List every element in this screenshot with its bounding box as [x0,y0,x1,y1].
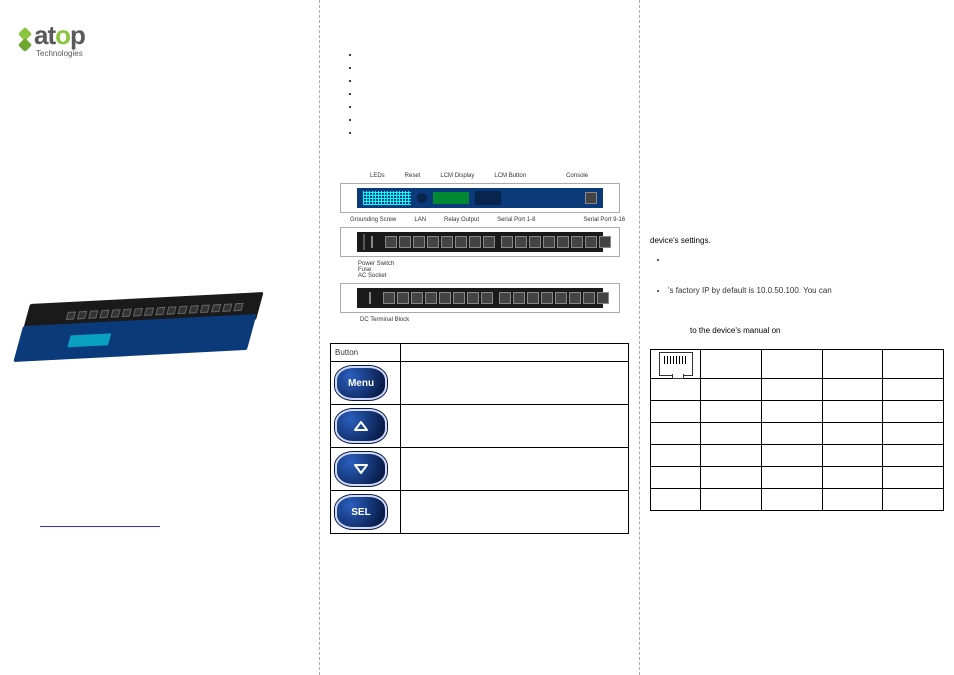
table-header-row [651,350,944,379]
rear-panel-dc-diagram [340,283,620,313]
link-underline[interactable] [40,526,160,527]
down-desc [401,448,629,491]
menu-desc [401,362,629,405]
panel-diagrams: LEDs Reset LCM Display LCM Button Consol… [330,173,629,323]
manual-ref-text: to the device's manual on [690,325,944,337]
table-row [651,489,944,511]
pin-col-3 [761,350,822,379]
bullet-item [360,63,629,72]
menu-label: Menu [348,378,374,389]
settings-text: device's settings. [650,235,944,247]
bullet-item [360,128,629,137]
logo-o: o [55,20,70,50]
up-desc [401,405,629,448]
up-button-icon [335,409,387,443]
rear-panel-labels: Grounding Screw LAN Relay Output Serial … [350,217,629,223]
button-cluster-icon [475,191,501,205]
label-dc-terminal: DC Terminal Block [360,317,409,323]
dc-label-row: DC Terminal Block [360,317,629,323]
logo-subtitle: Technologies [36,49,85,58]
reset-button-icon [417,193,427,203]
bullet-item [360,50,629,59]
table-row [651,445,944,467]
ac-socket-icon [363,234,365,250]
product-photo [20,298,299,356]
label-lcm-display: LCM Display [440,173,474,179]
table-row: Menu [331,362,629,405]
left-column: atop Technologies [0,0,320,675]
bullet-item [360,89,629,98]
label-ac-socket: AC Socket [358,273,394,279]
right-column: device's settings. 's factory IP by defa… [640,0,954,675]
table-row [331,405,629,448]
lan-port-icon [369,292,371,304]
down-button-icon [335,452,387,486]
label-leds: LEDs [370,173,385,179]
logo-post: p [70,20,85,50]
lan-port-icon [371,236,373,248]
pin-col-4 [822,350,883,379]
factory-ip-text: 's factory IP by default is 10.0.50.100.… [668,286,832,295]
front-panel-diagram [340,183,620,213]
menu-button-icon: Menu [335,366,387,400]
lcm-button-table: Button Menu SEL [330,343,629,534]
lcd-icon [433,192,469,204]
logo-mark-icon [20,29,30,50]
table-row [651,467,944,489]
front-panel-labels: LEDs Reset LCM Display LCM Button Consol… [370,173,629,179]
lcm-header-button: Button [331,344,401,362]
chevron-up-icon [353,420,369,432]
bullet-item [360,115,629,124]
power-labels: Power Switch Fuse AC Socket [358,261,629,279]
led-grid-icon [363,191,411,205]
device-lcd [67,333,111,347]
logo-text: atop Technologies [34,20,85,58]
label-serial-1-8: Serial Port 1-8 [497,217,535,223]
pinout-table [650,349,944,511]
logo-pre: at [34,20,55,50]
middle-column: LEDs Reset LCM Display LCM Button Consol… [320,0,640,675]
rj45-icon [659,352,693,376]
label-grounding: Grounding Screw [350,217,396,223]
bullet-item: 's factory IP by default is 10.0.50.100.… [668,286,944,295]
rear-panel-ac-diagram [340,227,620,257]
console-port-icon [585,192,597,204]
label-relay: Relay Output [444,217,479,223]
table-row [651,423,944,445]
bullet-item [360,76,629,85]
bullet-item [360,102,629,111]
label-console: Console [566,173,588,179]
bullet-item [668,255,944,264]
table-row [651,401,944,423]
label-lan: LAN [414,217,426,223]
config-bullets: 's factory IP by default is 10.0.50.100.… [668,255,944,295]
table-row [331,448,629,491]
logo: atop Technologies [20,20,299,58]
label-lcm-button: LCM Button [494,173,526,179]
pin-col-2 [701,350,762,379]
table-row [651,379,944,401]
sel-button-icon: SEL [335,495,387,529]
label-reset: Reset [405,173,421,179]
pin-col-5 [883,350,944,379]
feature-bullets [360,50,629,137]
sel-desc [401,491,629,534]
table-row: SEL [331,491,629,534]
leaf-icon [18,37,32,51]
lcm-header-desc [401,344,629,362]
chevron-down-icon [353,463,369,475]
sel-label: SEL [351,507,370,518]
label-serial-9-16: Serial Port 9-16 [583,217,625,223]
